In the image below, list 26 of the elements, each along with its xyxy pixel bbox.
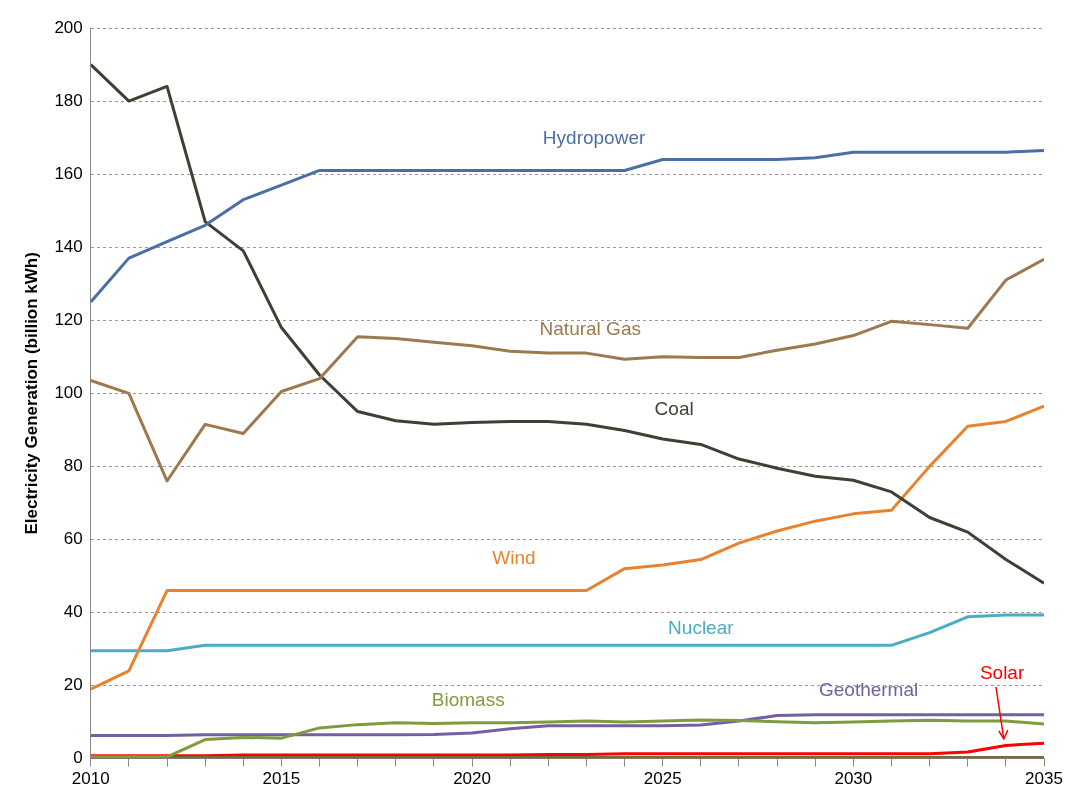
series-label: Wind bbox=[492, 546, 536, 568]
y-tick-label: 40 bbox=[63, 602, 83, 622]
y-tick-label: 200 bbox=[54, 17, 83, 37]
y-tick-label: 160 bbox=[54, 163, 83, 183]
y-tick-label: 100 bbox=[54, 382, 83, 402]
y-tick-label: 120 bbox=[54, 309, 83, 329]
series-label: Biomass bbox=[431, 688, 505, 710]
series-label: Nuclear bbox=[668, 617, 735, 639]
y-axis-title: Electricity Generation (billion kWh) bbox=[21, 252, 41, 535]
y-tick-label: 60 bbox=[63, 529, 83, 549]
y-tick-label: 0 bbox=[73, 748, 83, 768]
y-tick-label: 180 bbox=[54, 90, 83, 110]
x-tick-label: 2020 bbox=[453, 769, 491, 789]
x-tick-label: 2010 bbox=[71, 769, 110, 789]
x-tick-label: 2035 bbox=[1025, 769, 1063, 789]
x-tick-label: 2015 bbox=[262, 769, 301, 789]
text: Solar bbox=[979, 661, 1025, 683]
series-label: Hydropower bbox=[542, 127, 646, 149]
series-label: Coal bbox=[654, 397, 694, 419]
series-label: Natural Gas bbox=[539, 317, 641, 339]
x-tick-label: 2030 bbox=[834, 769, 873, 789]
y-tick-label: 80 bbox=[63, 456, 83, 476]
x-tick-label: 2025 bbox=[643, 769, 682, 789]
y-tick-label: 20 bbox=[63, 675, 83, 695]
y-tick-label: 140 bbox=[54, 236, 83, 256]
series-label: Geothermal bbox=[818, 678, 919, 700]
